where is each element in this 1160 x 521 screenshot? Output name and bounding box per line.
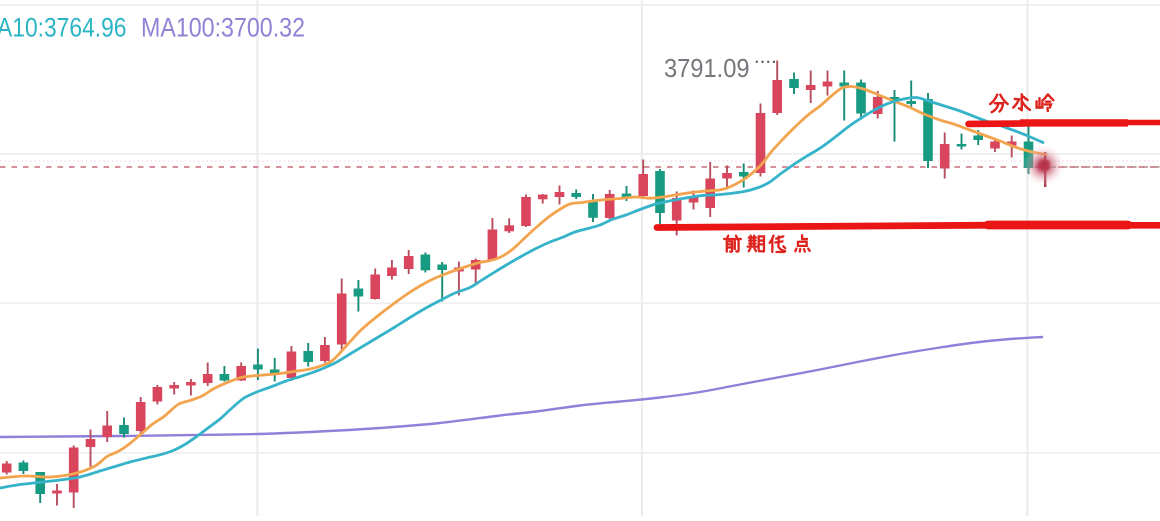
svg-text:MA100:3700.32: MA100:3700.32 xyxy=(141,13,305,43)
svg-text:MA10:3764.96: MA10:3764.96 xyxy=(0,13,127,43)
svg-text:3791.09: 3791.09 xyxy=(664,53,750,83)
